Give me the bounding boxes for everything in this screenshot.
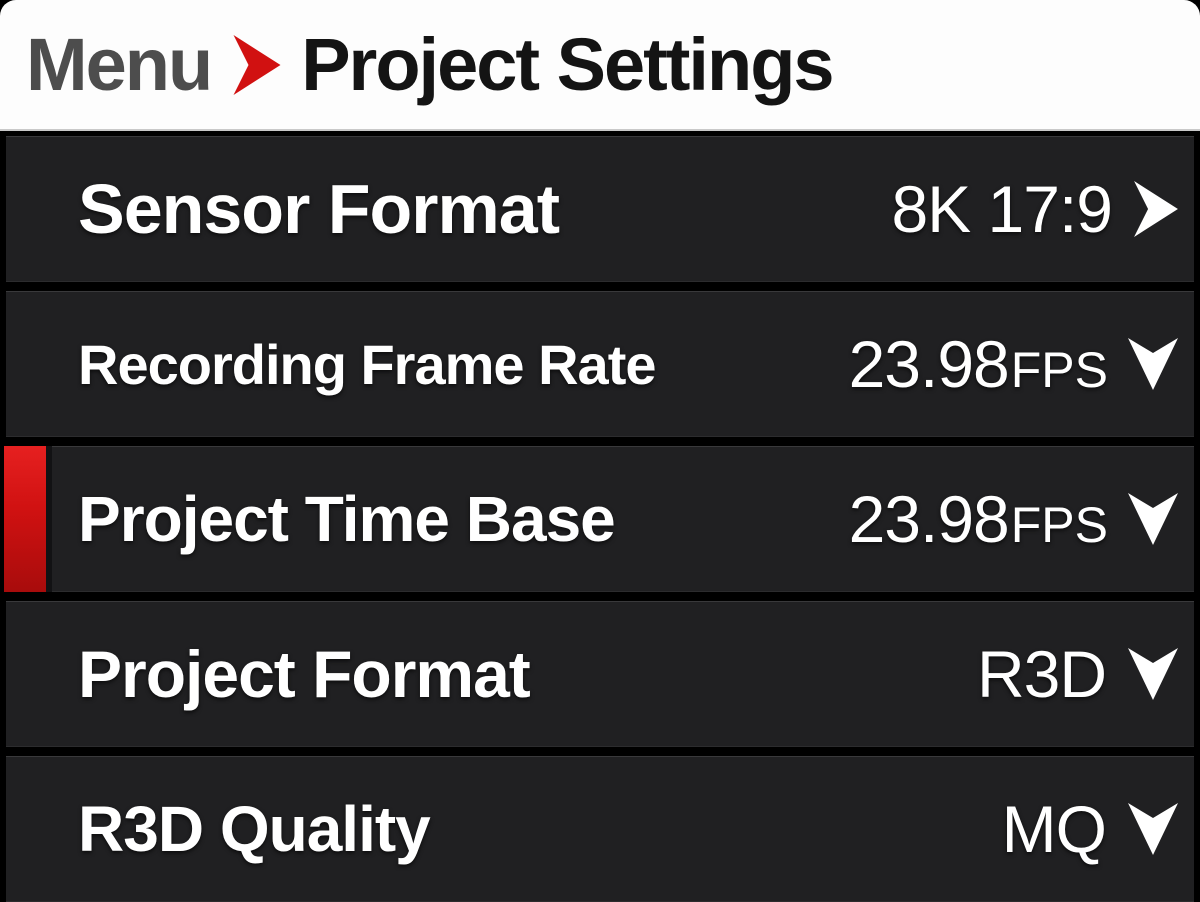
row-value-suffix: FPS: [1010, 342, 1108, 398]
row-value: MQ: [1001, 792, 1107, 866]
row-value-group: R3D: [977, 636, 1178, 712]
breadcrumb-menu-link[interactable]: Menu: [26, 23, 213, 106]
row-value-group: 23.98 FPS: [849, 481, 1178, 557]
row-value: 23.98: [848, 482, 1010, 556]
row-value: 23.98: [848, 327, 1010, 401]
menu-row-project-format[interactable]: Project Format R3D: [6, 601, 1194, 747]
chevron-down-icon: [1128, 648, 1178, 700]
menu-row-sensor-format[interactable]: Sensor Format 8K 17:9: [6, 136, 1194, 282]
chevron-down-icon: [1128, 338, 1178, 390]
row-value-group: 23.98 FPS: [849, 326, 1178, 402]
chevron-down-icon: [1128, 803, 1178, 855]
row-label: Sensor Format: [78, 170, 560, 248]
settings-menu: Sensor Format 8K 17:9 Recording Frame Ra…: [0, 136, 1200, 902]
menu-row-project-time-base[interactable]: Project Time Base 23.98 FPS: [4, 446, 1194, 592]
menu-row-r3d-quality[interactable]: R3D Quality MQ: [6, 756, 1194, 902]
row-value: 8K 17:9: [891, 172, 1113, 246]
page-title: Project Settings: [301, 23, 834, 106]
row-value-group: MQ: [1002, 791, 1178, 867]
row-label: Project Time Base: [78, 483, 616, 555]
row-value: R3D: [976, 637, 1107, 711]
chevron-down-icon: [1128, 493, 1178, 545]
row-value-group: 8K 17:9: [891, 171, 1178, 247]
row-label: Recording Frame Rate: [78, 332, 656, 396]
breadcrumb: Menu Project Settings: [0, 0, 1200, 131]
chevron-right-icon: [1134, 181, 1178, 237]
red-arrow-right-icon: [233, 35, 281, 100]
menu-row-recording-frame-rate[interactable]: Recording Frame Rate 23.98 FPS: [6, 291, 1194, 437]
row-label: Project Format: [78, 637, 531, 711]
row-value-suffix: FPS: [1010, 497, 1108, 553]
row-label: R3D Quality: [78, 793, 431, 865]
